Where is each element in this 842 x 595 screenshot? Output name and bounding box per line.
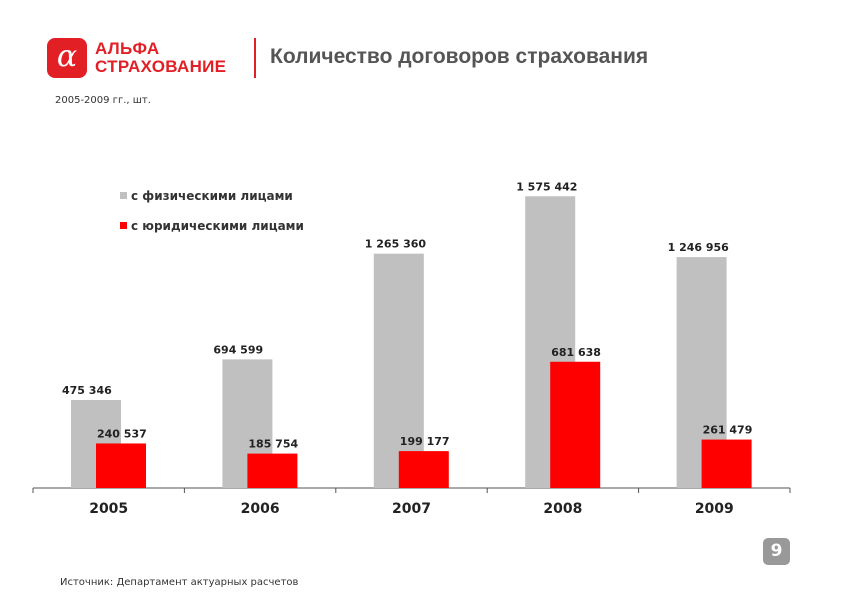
- legend-label-individuals: с физическими лицами: [131, 189, 293, 203]
- data-label-individuals-2005: 475 346: [62, 384, 112, 397]
- bar-legal-entities-2009: [701, 439, 752, 488]
- bar-legal-entities-2007: [398, 451, 449, 488]
- bar-legal-entities-2006: [247, 453, 298, 488]
- source-note: Источник: Департамент актуарных расчетов: [60, 577, 299, 588]
- data-label-legal-entities-2008: 681 638: [551, 346, 601, 359]
- data-label-legal-entities-2009: 261 479: [703, 424, 753, 437]
- data-label-individuals-2007: 1 265 360: [365, 238, 427, 251]
- data-label-individuals-2006: 694 599: [213, 343, 263, 356]
- data-label-legal-entities-2006: 185 754: [248, 438, 298, 451]
- bar-legal-entities-2005: [96, 443, 146, 488]
- legend-item-legal-entities: с юридическими лицами: [120, 219, 304, 233]
- data-label-legal-entities-2007: 199 177: [400, 435, 450, 448]
- chart-subtitle: 2005-2009 гг., шт.: [55, 95, 151, 106]
- logo-wordmark: АЛЬФА СТРАХОВАНИЕ: [95, 40, 226, 76]
- alpha-logo-icon: α: [47, 38, 87, 78]
- x-tick-label-2005: 2005: [89, 501, 128, 517]
- data-label-individuals-2008: 1 575 442: [516, 180, 577, 193]
- legend-label-legal-entities: с юридическими лицами: [131, 219, 304, 233]
- bar-individuals-2007: [373, 253, 424, 488]
- x-tick-label-2008: 2008: [543, 501, 582, 517]
- legend-item-individuals: с физическими лицами: [120, 189, 293, 203]
- x-tick-label-2007: 2007: [392, 501, 431, 517]
- data-label-legal-entities-2005: 240 537: [97, 427, 147, 440]
- legend-swatch-individuals: [120, 192, 127, 199]
- title-separator: [254, 38, 256, 78]
- bar-legal-entities-2008: [550, 361, 601, 488]
- page-title: Количество договоров страхования: [270, 45, 649, 68]
- page-number-badge: 9: [763, 538, 790, 565]
- data-label-individuals-2009: 1 246 956: [668, 241, 730, 254]
- logo-line-1: АЛЬФА: [95, 39, 160, 58]
- x-tick-label-2009: 2009: [695, 501, 734, 517]
- legend-swatch-legal-entities: [120, 222, 127, 229]
- x-tick-label-2006: 2006: [241, 501, 280, 517]
- logo-line-2: СТРАХОВАНИЕ: [95, 57, 227, 76]
